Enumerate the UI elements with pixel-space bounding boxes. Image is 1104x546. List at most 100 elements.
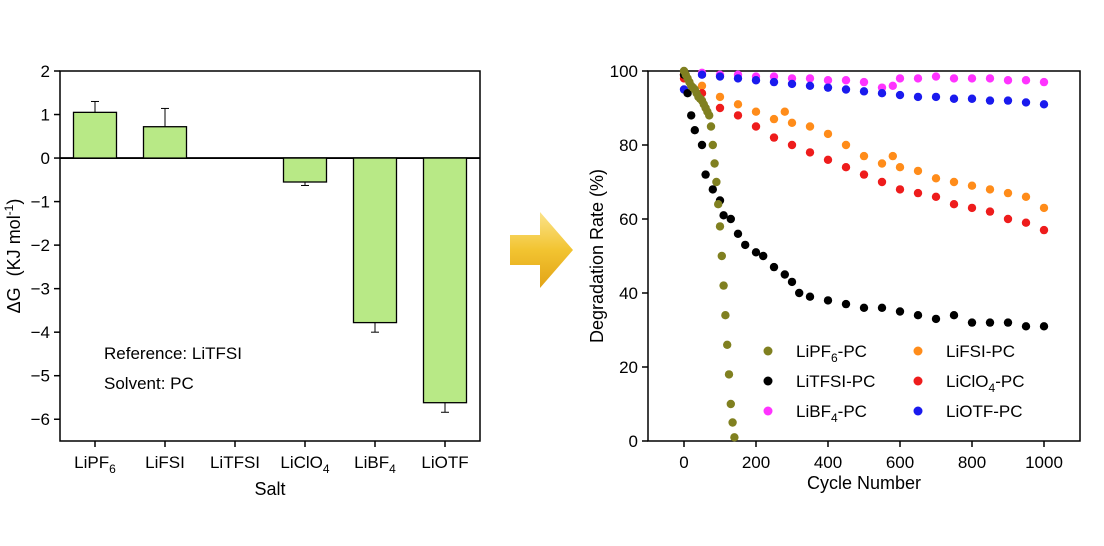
data-point	[931, 314, 941, 324]
data-point	[683, 89, 692, 98]
data-point	[1003, 76, 1013, 85]
bar-y-axis-symbol: ΔG	[4, 287, 24, 313]
data-point	[706, 122, 716, 131]
data-point	[751, 107, 761, 116]
data-point	[708, 140, 717, 150]
data-point	[805, 122, 815, 131]
data-point	[931, 92, 941, 102]
data-point	[805, 74, 815, 83]
data-point	[931, 174, 941, 183]
data-point	[1021, 192, 1031, 201]
bar-y-tick-label: −2	[31, 236, 50, 255]
data-point	[787, 79, 797, 89]
data-point	[1003, 318, 1013, 327]
bar-y-axis-unit: (KJ mol	[4, 215, 24, 276]
legend-marker	[913, 376, 923, 386]
data-point	[741, 240, 750, 250]
legend-marker	[913, 406, 923, 416]
data-point	[931, 72, 941, 81]
bar-category-label-base: LiOTF	[421, 453, 468, 472]
legend-label: LiBF4-PC	[796, 402, 867, 425]
bar-category-label: LiBF4	[354, 453, 396, 476]
data-point	[769, 114, 779, 124]
data-point	[877, 177, 887, 187]
bar-category-label: LiOTF	[421, 453, 468, 472]
data-point	[859, 170, 869, 179]
series-lifsi	[679, 70, 1049, 213]
legend-label-base: LiFSI	[946, 342, 986, 361]
data-point	[949, 74, 959, 83]
legend-label-sub: 6	[831, 351, 838, 365]
data-point	[719, 281, 728, 290]
data-point	[715, 103, 725, 113]
legend-marker	[913, 346, 923, 356]
data-point	[859, 87, 869, 96]
bar-y-tick-label: 2	[41, 62, 50, 81]
data-point	[751, 122, 761, 131]
legend-label-base: LiBF	[796, 402, 831, 421]
series-liclo4	[679, 74, 1049, 235]
data-point	[913, 74, 923, 83]
data-point	[985, 318, 995, 327]
data-point	[751, 76, 761, 85]
data-point	[728, 418, 737, 427]
bar-y-tick-label: −1	[31, 193, 50, 212]
data-point	[967, 74, 977, 83]
scatter-y-tick-label: 20	[619, 358, 638, 377]
data-point	[687, 111, 696, 120]
legend-label-suffix: -PC	[838, 402, 867, 421]
bar-category-label-base: LiFSI	[145, 453, 185, 472]
data-point	[733, 74, 743, 83]
annotation-solvent: Solvent: PC	[104, 374, 194, 393]
bar-category-label-sub: 4	[389, 462, 396, 476]
legend-marker	[763, 406, 773, 416]
data-point	[805, 81, 815, 91]
data-point	[888, 151, 897, 161]
data-point	[1039, 100, 1049, 109]
data-point	[967, 203, 977, 213]
bar	[72, 111, 118, 159]
scatter-y-axis-label: Degradation Rate (%)	[587, 169, 607, 343]
series-litfsi	[679, 70, 1049, 331]
data-point	[730, 433, 739, 442]
bar-category-label: LiClO4	[280, 453, 330, 476]
data-point	[1021, 98, 1031, 107]
bar-category-label-sub: 6	[109, 462, 116, 476]
data-point	[859, 151, 869, 161]
legend-label-base: LiPF	[796, 342, 831, 361]
bar	[422, 157, 468, 404]
data-point	[701, 170, 710, 179]
scatter-plot-frame	[647, 70, 1081, 442]
data-point	[715, 92, 725, 102]
data-point	[708, 185, 717, 194]
data-point	[895, 307, 905, 316]
bar-y-tick-label: 1	[41, 106, 50, 125]
data-point	[769, 77, 779, 87]
data-point	[913, 188, 923, 198]
bar-plot-frame	[59, 70, 481, 442]
data-point	[787, 118, 797, 128]
data-point	[769, 133, 779, 142]
data-point	[888, 81, 897, 91]
data-point	[985, 74, 995, 83]
data-point	[719, 211, 728, 220]
data-point	[859, 303, 869, 312]
data-point	[841, 140, 851, 150]
data-point	[985, 96, 995, 105]
data-point	[913, 311, 923, 320]
data-point	[1039, 322, 1049, 331]
data-point	[710, 159, 719, 168]
annotation-reference: Reference: LiTFSI	[104, 344, 242, 363]
data-point	[726, 214, 735, 224]
legend-marker	[763, 376, 773, 386]
data-point	[949, 311, 959, 320]
bar-y-tick-label: −4	[31, 323, 50, 342]
scatter-y-tick-label: 60	[619, 210, 638, 229]
bar	[282, 157, 328, 183]
data-point	[877, 89, 887, 98]
data-point	[697, 81, 707, 91]
legend-label-suffix: -PC	[846, 372, 875, 391]
data-point	[726, 399, 735, 409]
legend-label: LiFSI-PC	[946, 342, 1015, 361]
data-point	[721, 311, 730, 320]
